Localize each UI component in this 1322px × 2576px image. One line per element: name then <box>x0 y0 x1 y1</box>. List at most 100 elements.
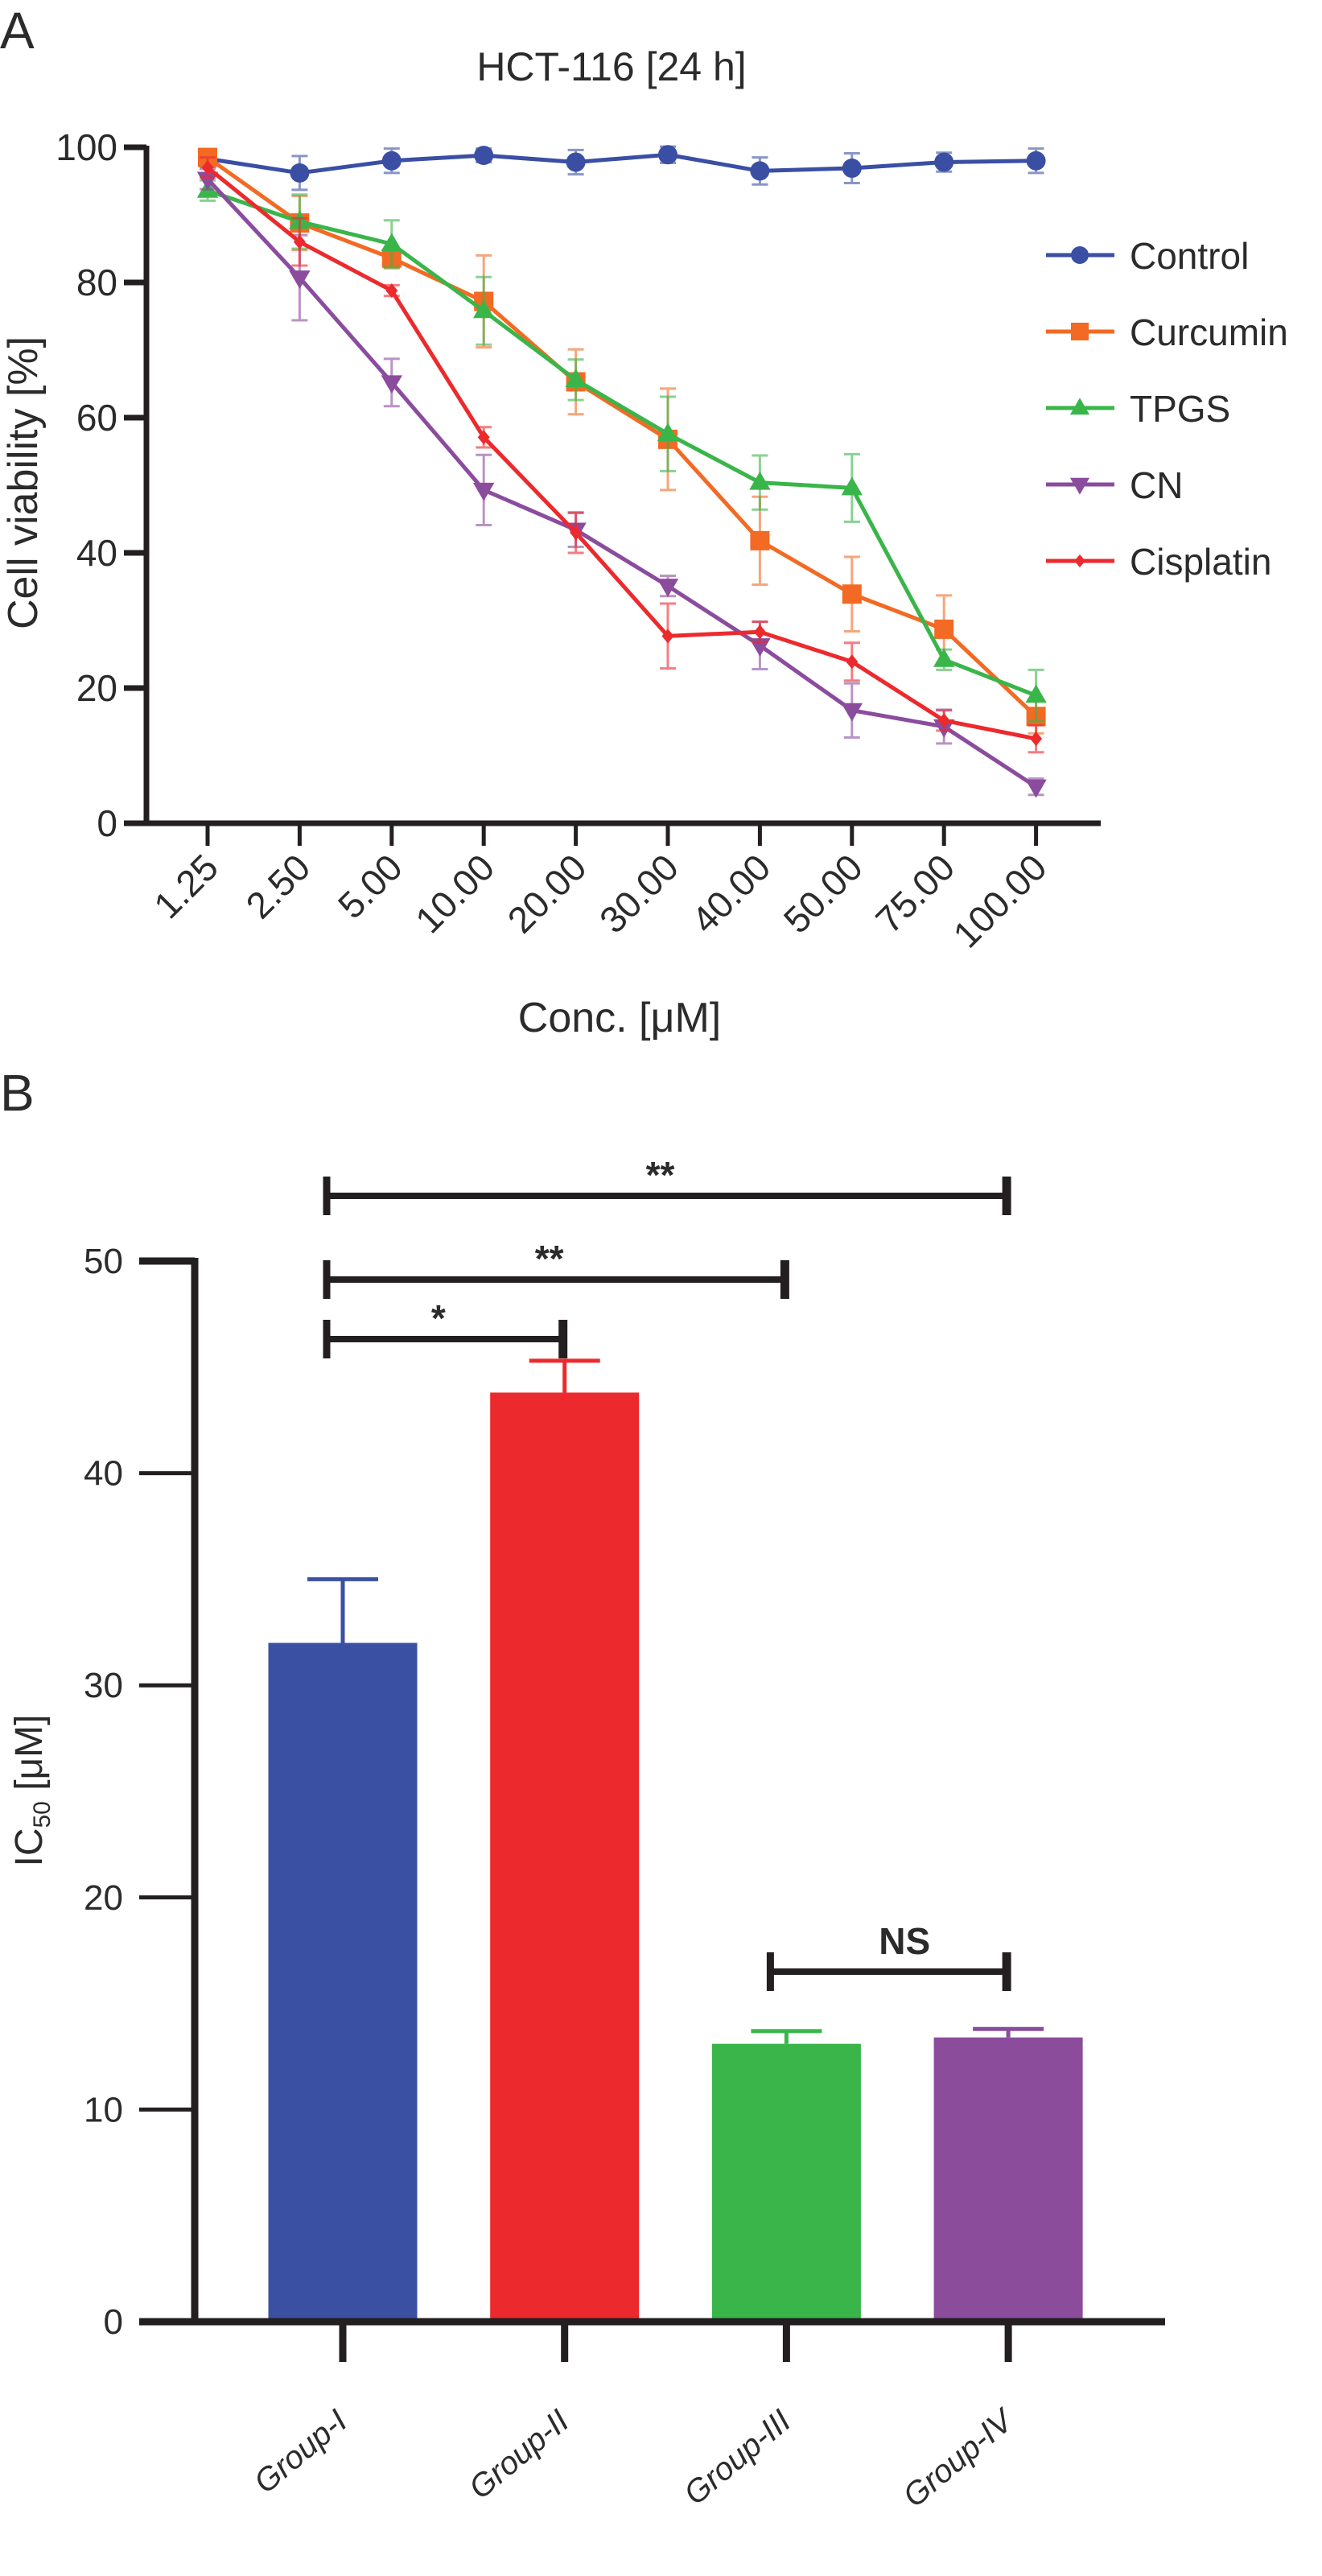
tpgs-point <box>565 369 587 387</box>
significance-bracket-3: ** <box>323 1154 1011 1215</box>
chart-b-category-label: Group-I <box>248 2403 354 2500</box>
legend-label: CN <box>1130 464 1183 506</box>
chart-a-y-tick-label: 100 <box>56 126 117 168</box>
legend-triangle-up-marker-icon <box>1069 398 1090 415</box>
significance-bracket-2: ** <box>323 1238 789 1299</box>
chart-a-y-tick-label: 20 <box>76 667 117 709</box>
panel-b-letter: B <box>0 1064 35 1122</box>
tpgs-line <box>207 188 1037 698</box>
legend-item-cn: CN <box>1046 464 1183 506</box>
cisplatin-point <box>385 283 398 299</box>
bar <box>268 1642 418 2322</box>
cn-point <box>841 703 863 722</box>
cisplatin-point <box>1030 732 1043 746</box>
chart-b-category-label: Group-IV <box>896 2401 1021 2514</box>
cisplatin-line <box>206 166 1037 741</box>
chart-b-y-tick-label: 20 <box>84 1878 123 1918</box>
chart-a-x-axis-label: Conc. [μM] <box>518 995 721 1041</box>
tpgs-point <box>841 476 863 496</box>
series-cisplatin <box>200 156 1044 754</box>
tpgs-point <box>933 648 955 667</box>
tpgs-point <box>473 299 495 319</box>
chart-a-y-tick-label: 60 <box>76 397 117 439</box>
series-tpgs <box>196 179 1047 723</box>
cn-point <box>289 270 311 289</box>
cisplatin-point <box>201 160 214 175</box>
chart-b-y-label-main: IC <box>8 1828 51 1867</box>
significance-label: NS <box>879 1920 930 1962</box>
legend-item-tpgs: TPGS <box>1046 388 1230 430</box>
cn-point <box>1025 779 1047 798</box>
control-point <box>658 145 677 165</box>
significance-bracket-4: NS <box>766 1920 1011 1991</box>
control-point <box>566 152 586 172</box>
legend-item-curcumin: Curcumin <box>1046 311 1288 353</box>
legend-item-cisplatin: Cisplatin <box>1046 541 1271 583</box>
panel-a-letter: A <box>0 2 35 60</box>
chart-a-y-axis-label: Cell viability [%] <box>0 336 47 629</box>
significance-label: ** <box>535 1238 564 1280</box>
legend-label: Cisplatin <box>1130 541 1271 583</box>
legend-label: Curcumin <box>1130 311 1288 353</box>
bar-group-1 <box>268 1577 418 2322</box>
chart-a-y-tick-label: 0 <box>97 802 117 844</box>
cn-point <box>381 375 402 394</box>
bar <box>933 2037 1083 2322</box>
chart-a-x-tick-label: 40.00 <box>683 846 778 941</box>
bar <box>490 1392 640 2322</box>
chart-b-y-axis-label: IC50 [μM] <box>8 1714 56 1866</box>
chart-a-x-tick-label: 20.00 <box>499 846 594 941</box>
curcumin-point <box>934 619 954 639</box>
chart-b-y-label-unit: [μM] <box>8 1714 51 1801</box>
chart-b-y-tick-label: 30 <box>84 1666 123 1705</box>
control-point <box>474 146 494 166</box>
curcumin-point <box>842 584 862 604</box>
cisplatin-point <box>477 430 490 445</box>
chart-a-x-tick-label: 30.00 <box>591 846 686 941</box>
chart-a-title: HCT-116 [24 h] <box>476 44 746 89</box>
control-point <box>750 161 770 181</box>
cn-point <box>196 171 219 191</box>
chart-a-y-tick-label: 80 <box>76 262 117 303</box>
chart-a-legend: Control Curcumin TPGS CN Cisplatin <box>1046 235 1288 583</box>
tpgs-point <box>1025 684 1047 703</box>
chart-b-category-label: Group-III <box>677 2403 797 2512</box>
significance-bracket-1: * <box>323 1297 568 1358</box>
legend-item-control: Control <box>1046 235 1249 277</box>
chart-b-plot: 0 10 20 30 40 50 Group-I Group-II Group-III Group… <box>84 1154 1165 2514</box>
legend-square-marker-icon <box>1071 323 1089 340</box>
significance-label: ** <box>646 1154 675 1196</box>
chart-b-y-label-subscript: 50 <box>29 1801 56 1828</box>
cisplatin-point <box>570 525 583 540</box>
cn-point <box>473 482 495 501</box>
chart-a-x-tick-label: 5.00 <box>330 846 410 926</box>
tpgs-point <box>657 422 679 442</box>
chart-a-x-tick-label: 50.00 <box>776 846 871 941</box>
cisplatin-point <box>753 624 766 640</box>
bar-group-4 <box>933 2026 1083 2322</box>
chart-a-y-tick-label: 40 <box>76 532 117 574</box>
legend-triangle-down-marker-icon <box>1069 477 1090 495</box>
curcumin-line <box>206 155 1038 719</box>
tpgs-point <box>381 233 402 252</box>
legend-label: Control <box>1130 235 1249 277</box>
legend-diamond-marker-icon <box>1074 554 1085 568</box>
chart-a-x-tick-label: 1.25 <box>146 846 226 926</box>
series-curcumin <box>198 147 1046 735</box>
bar-group-3 <box>711 2029 861 2322</box>
tpgs-point <box>749 471 771 490</box>
legend-label: TPGS <box>1130 388 1230 430</box>
chart-a-x-tick-label: 100.00 <box>945 846 1054 955</box>
chart-a-plot: 0 20 40 60 80 100 1.25 2.50 5.0010.0020.0030.004… <box>56 126 1101 956</box>
bar-group-2 <box>490 1358 640 2322</box>
significance-label: * <box>431 1297 446 1339</box>
curcumin-point <box>750 530 770 550</box>
cn-line <box>206 177 1037 789</box>
cisplatin-point <box>846 654 859 670</box>
control-point <box>934 152 954 172</box>
chart-b-y-tick-label: 0 <box>104 2302 123 2342</box>
control-point <box>381 150 402 171</box>
chart-a-x-tick-label: 2.50 <box>237 846 318 926</box>
control-point <box>290 163 310 183</box>
